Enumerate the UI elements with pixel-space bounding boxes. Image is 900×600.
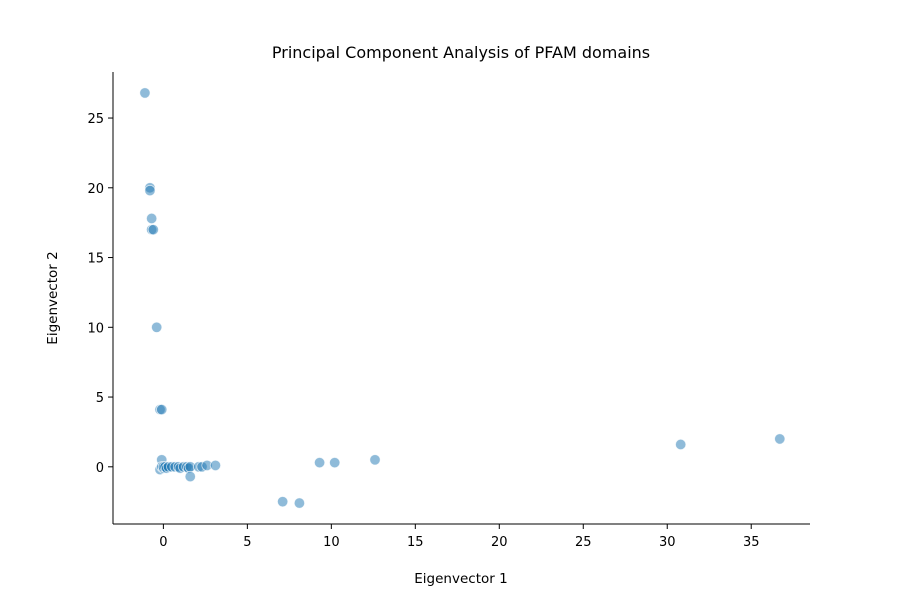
scatter-point [144,184,156,197]
y-axis-label: Eigenvector 2 [45,251,61,344]
y-tick-label: 5 [96,391,104,406]
scatter-point [329,457,341,469]
y-tick-label: 10 [87,321,104,336]
x-tick-label: 20 [491,535,508,550]
scatter-point [313,457,326,469]
x-tick-label: 30 [659,535,676,550]
scatter-point [209,459,222,472]
scatter-point [675,438,687,451]
scatter-point [146,212,158,225]
x-tick-label: 0 [159,535,167,550]
scatter-point [293,497,306,509]
scatter-point [139,87,151,99]
x-tick-label: 35 [743,535,760,550]
chart-title: Principal Component Analysis of PFAM dom… [272,43,650,62]
x-axis-ticks: 0 5 10 15 20 25 30 35 [159,524,759,550]
x-tick-label: 5 [243,535,251,550]
scatter-point [156,404,168,416]
y-tick-label: 25 [87,112,104,127]
scatter-point [369,454,381,466]
scatter-point [774,433,786,445]
y-tick-label: 20 [87,182,104,197]
y-tick-label: 0 [96,461,104,476]
scatter-point [151,321,163,333]
points-layer [139,87,786,509]
scatter-point [277,496,289,508]
x-tick-label: 10 [323,535,340,550]
scatter-point [184,470,196,483]
x-tick-label: 15 [407,535,424,550]
x-axis-label: Eigenvector 1 [414,571,507,587]
x-tick-label: 25 [575,535,592,550]
scatter-point [147,224,159,236]
y-axis-ticks: 0 5 10 15 20 25 [87,112,113,476]
y-tick-label: 15 [87,252,104,267]
